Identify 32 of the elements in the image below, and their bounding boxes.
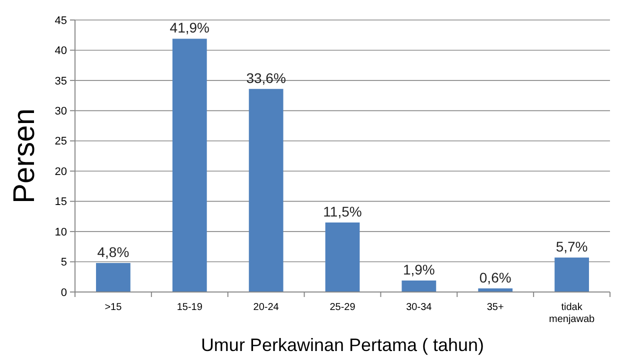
y-tick-label: 20 — [54, 166, 67, 178]
data-label: 41,9% — [170, 20, 210, 36]
y-tick-label: 5 — [60, 256, 67, 269]
bar — [402, 280, 436, 292]
y-tick-label: 40 — [54, 45, 67, 58]
bar — [325, 222, 360, 292]
x-axis-title: Umur Perkawinan Pertama ( tahun) — [200, 335, 484, 355]
y-axis-title: Persen — [8, 108, 41, 204]
x-tick-label: 30-34 — [406, 302, 432, 313]
x-tick-label: >15 — [104, 302, 122, 313]
y-tick-label: 15 — [54, 196, 67, 208]
data-label: 1,9% — [402, 262, 435, 278]
bar — [248, 88, 284, 292]
x-tick-label: 20-24 — [253, 302, 280, 313]
y-tick-label: 10 — [54, 226, 67, 238]
x-tick-label: tidak menjawab — [548, 302, 596, 325]
bar — [96, 262, 130, 292]
data-label: 4,8% — [97, 244, 130, 260]
y-tick-label: 35 — [54, 75, 67, 88]
y-tick-label: 30 — [54, 106, 67, 118]
y-tick-label: 25 — [54, 136, 67, 148]
x-tick-label: 25-29 — [330, 302, 356, 313]
bar — [172, 38, 207, 292]
y-tick-label: 45 — [54, 14, 67, 27]
x-tick-label: 35+ — [486, 302, 504, 313]
data-label: 0,6% — [479, 269, 512, 286]
data-label: 33,6% — [246, 70, 286, 86]
data-label: 5,7% — [556, 238, 588, 255]
data-label: 11,5% — [323, 203, 362, 220]
x-tick-label: 15-19 — [176, 302, 203, 313]
y-tick-label: 0 — [60, 286, 67, 299]
bar — [554, 258, 589, 292]
